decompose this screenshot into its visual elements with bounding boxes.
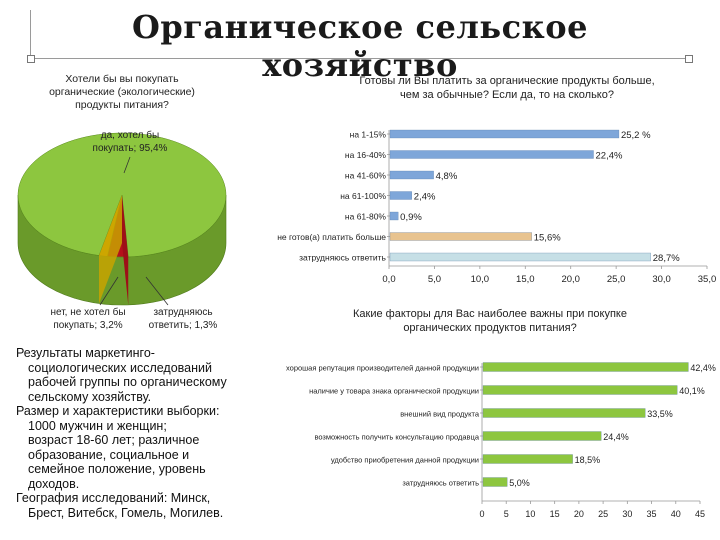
pie-title-line: органические (экологические): [49, 86, 195, 98]
description-line: семейное положение, уровень: [28, 462, 206, 476]
category-label: на 41-60%: [345, 171, 387, 181]
pie-label-yes: да, хотел бы: [101, 129, 159, 141]
category-label: затрудняюсь ответить: [402, 479, 479, 488]
title-frame-end-square: [685, 55, 693, 63]
description-line: 1000 мужчин и женщин;: [28, 418, 167, 433]
bar-value-label: 40,1%: [679, 386, 705, 396]
category-label: хорошая репутация производителей данной …: [286, 364, 479, 373]
category-label: на 61-100%: [340, 191, 386, 201]
category-label: не готов(а) платить больше: [277, 232, 386, 242]
bar: [482, 385, 678, 395]
description-line: Результаты маркетинго-: [16, 346, 155, 360]
bar: [389, 191, 412, 200]
bar-value-label: 18,5%: [575, 455, 601, 465]
bar-chart-willingness-to-pay: Готовы ли Вы платить за органические про…: [277, 75, 717, 285]
category-label: удобство приобретения данной продукции: [331, 456, 479, 465]
pie-leader-no: [99, 276, 119, 306]
bar: [482, 454, 573, 464]
description-line: доходов.: [28, 476, 80, 491]
x-tick-label: 10,0: [471, 274, 490, 285]
bar-chart-title-line: Какие факторы для Вас наиболее важны при…: [353, 308, 627, 320]
bar-value-label: 0,9%: [400, 212, 422, 223]
bar: [389, 150, 594, 159]
bar-value-label: 4,8%: [436, 171, 458, 182]
bar: [389, 232, 532, 241]
bar-chart-title-line: органических продуктов питания?: [403, 322, 576, 334]
pie-slice-yes: [17, 132, 227, 258]
bar-chart-title-line: чем за обычные? Если да, то на сколько?: [400, 89, 614, 101]
x-tick-label: 40: [671, 509, 681, 519]
x-tick-label: 5,0: [428, 274, 441, 285]
bar: [389, 129, 620, 139]
pie-title-line: Хотели бы вы покупать: [65, 73, 179, 85]
x-tick-label: 15: [550, 509, 560, 519]
x-tick-label: 0,0: [382, 274, 395, 285]
description-line: География исследований: Минск,: [16, 491, 211, 505]
survey-description: Результаты маркетинго-социологических ис…: [16, 346, 266, 520]
bar: [389, 252, 651, 262]
x-tick-label: 10: [525, 509, 535, 519]
bar-chart-purchase-factors: Какие факторы для Вас наиболее важны при…: [286, 308, 716, 519]
pie-leader-yes: [123, 156, 131, 174]
bar-value-label: 2,4%: [414, 192, 436, 203]
category-label: возможность получить консультацию продав…: [314, 433, 479, 442]
x-tick-label: 45: [695, 509, 705, 519]
x-tick-label: 20: [574, 509, 584, 519]
pie-slice-unsure-side: [98, 195, 122, 304]
x-tick-label: 0: [479, 509, 484, 519]
bar: [389, 211, 399, 221]
pie-label-no: нет, не хотел бы: [50, 306, 125, 318]
bar-value-label: 24,4%: [603, 432, 629, 442]
category-label: на 1-15%: [350, 130, 387, 140]
x-tick-label: 30,0: [652, 274, 671, 285]
x-tick-label: 25: [598, 509, 608, 519]
bar-value-label: 5,0%: [509, 478, 530, 488]
x-tick-label: 5: [504, 509, 509, 519]
description-line: возраст 18-60 лет; различное: [28, 433, 200, 447]
pie-label-unsure: затрудняюсь: [153, 307, 212, 318]
bar-value-label: 22,4%: [596, 151, 623, 162]
description-line: сельскому хозяйству.: [28, 389, 152, 404]
bar: [482, 362, 689, 372]
bar-value-label: 42,4%: [690, 363, 716, 373]
description-line: Размер и характеристики выборки:: [16, 404, 220, 418]
title-frame-horizontal-line: [30, 58, 690, 59]
description-line: Брест, Витебск, Гомель, Могилев.: [28, 505, 224, 520]
title-frame-corner-square: [27, 55, 35, 63]
x-tick-label: 35,0: [698, 274, 717, 285]
x-tick-label: 25,0: [607, 274, 626, 285]
description-line: социологических исследований: [28, 360, 212, 375]
bar-chart-title-line: Готовы ли Вы платить за органические про…: [359, 75, 654, 87]
category-label: наличие у товара знака органической прод…: [309, 387, 479, 396]
title-frame-vertical-line: [30, 10, 31, 60]
pie-slice-no-side: [122, 195, 129, 305]
category-label: внешний вид продукта: [400, 410, 480, 419]
pie-label-no: покупать; 3,2%: [53, 320, 122, 331]
pie-label-unsure: ответить; 1,3%: [149, 320, 218, 331]
bar: [482, 431, 602, 441]
category-label: на 16-40%: [345, 150, 387, 160]
bar: [482, 408, 646, 418]
description-line: образование, социальное и: [28, 447, 190, 462]
slide-title: Органическое сельское хозяйство: [132, 8, 588, 84]
bar-value-label: 33,5%: [647, 409, 673, 419]
x-tick-label: 35: [647, 509, 657, 519]
description-line: рабочей группы по органическому: [28, 375, 227, 389]
bar: [389, 170, 434, 180]
pie-leader-unsure: [145, 276, 169, 306]
pie-title-line: продукты питания?: [75, 99, 169, 111]
x-tick-label: 15,0: [516, 274, 535, 285]
bar-value-label: 28,7%: [653, 253, 680, 264]
category-label: на 61-80%: [345, 212, 387, 222]
bar-value-label: 15,6%: [534, 233, 561, 244]
bar: [482, 477, 508, 487]
pie-label-yes: покупать; 95,4%: [93, 143, 168, 154]
category-label: затрудняюсь ответить: [299, 253, 386, 263]
x-tick-label: 30: [622, 509, 632, 519]
x-tick-label: 20,0: [561, 274, 580, 285]
bar-value-label: 25,2 %: [621, 130, 651, 141]
